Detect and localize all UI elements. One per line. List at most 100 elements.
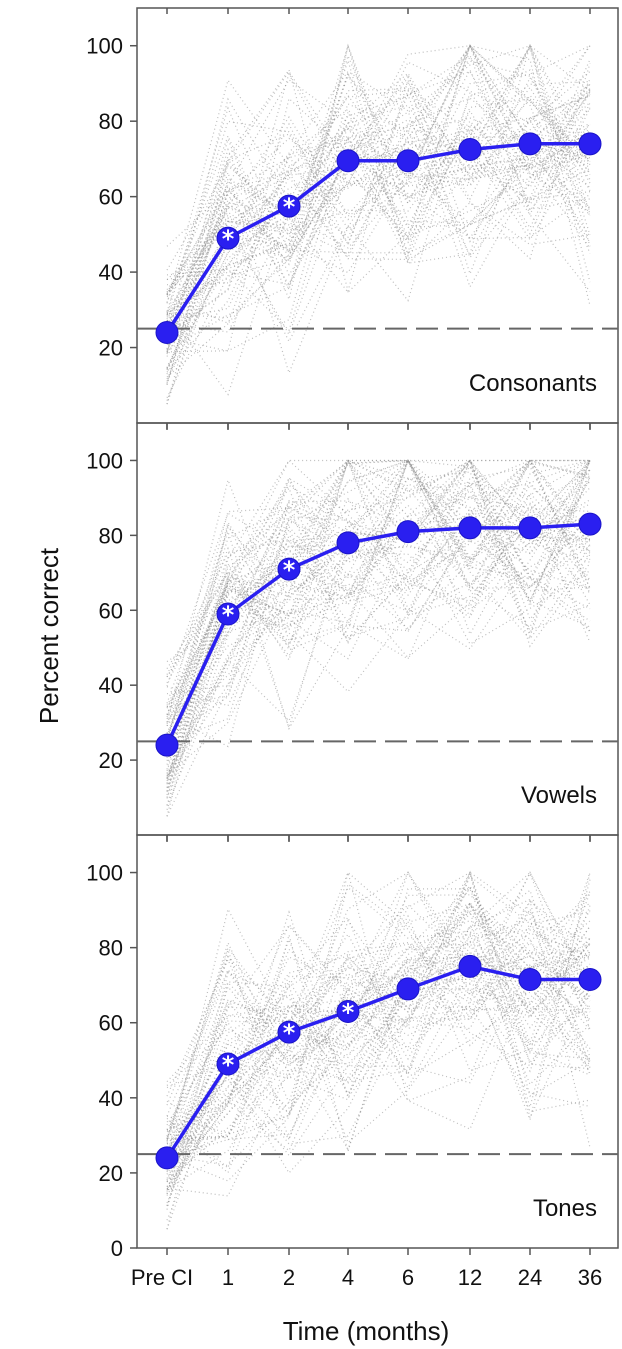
panel-label: Tones xyxy=(533,1195,597,1222)
data-point xyxy=(336,149,360,173)
y-tick-label: 20 xyxy=(99,748,123,773)
panel-frame xyxy=(136,834,619,1249)
individual-trace xyxy=(166,879,591,1196)
individual-trace xyxy=(166,892,591,1159)
individual-trace xyxy=(166,870,591,1166)
individual-trace xyxy=(166,902,591,1188)
data-point xyxy=(155,1146,179,1170)
y-tick-label: 60 xyxy=(99,598,123,623)
individual-trace xyxy=(166,899,591,1155)
individual-trace xyxy=(166,78,591,354)
individual-trace xyxy=(166,78,591,296)
data-point xyxy=(216,602,240,626)
individual-trace xyxy=(166,83,591,345)
individual-trace xyxy=(166,73,591,314)
individual-trace xyxy=(166,125,591,292)
individual-trace xyxy=(166,482,591,789)
individual-trace xyxy=(166,459,591,670)
individual-trace xyxy=(166,902,591,1156)
panel-label: Vowels xyxy=(521,782,597,809)
individual-trace xyxy=(166,513,591,723)
y-tick-label: 40 xyxy=(99,1086,123,1111)
individual-trace xyxy=(166,44,591,247)
individual-trace xyxy=(166,460,591,707)
data-point xyxy=(458,954,482,978)
individual-trace xyxy=(166,871,591,1167)
x-tick-label: 24 xyxy=(518,1265,542,1290)
individual-trace xyxy=(166,44,591,370)
individual-trace xyxy=(166,910,591,1137)
y-tick-label: 60 xyxy=(99,1011,123,1036)
individual-trace xyxy=(166,460,591,736)
individual-trace xyxy=(166,887,591,1154)
individual-trace xyxy=(166,907,591,1197)
y-tick-label: 40 xyxy=(99,260,123,285)
individual-trace xyxy=(166,870,591,1089)
individual-trace xyxy=(166,503,591,765)
individual-trace xyxy=(166,43,591,276)
individual-trace xyxy=(166,459,591,796)
individual-trace xyxy=(166,502,591,778)
individual-trace xyxy=(166,541,591,745)
individual-trace xyxy=(166,459,591,720)
individual-trace xyxy=(166,545,591,744)
individual-trace xyxy=(166,97,591,352)
individual-trace xyxy=(166,459,591,730)
individual-trace xyxy=(166,44,591,315)
individual-trace xyxy=(166,462,591,756)
individual-trace xyxy=(166,920,591,1106)
individual-trace xyxy=(166,88,591,319)
individual-trace xyxy=(166,872,591,1207)
individual-trace xyxy=(166,916,591,1139)
panel-tones: 0 20 40 60 80 100 * * * Tones xyxy=(86,834,619,1261)
individual-trace xyxy=(166,459,591,730)
individual-traces xyxy=(166,458,591,817)
individual-trace xyxy=(166,459,591,738)
individual-trace xyxy=(166,46,591,342)
individual-trace xyxy=(166,459,591,759)
individual-trace xyxy=(166,871,591,1173)
x-tick-label: 36 xyxy=(578,1265,602,1290)
individual-trace xyxy=(166,44,591,333)
individual-trace xyxy=(166,45,591,304)
y-tick-label: 80 xyxy=(99,523,123,548)
individual-trace xyxy=(166,43,591,355)
individual-trace xyxy=(166,44,591,336)
individual-trace xyxy=(166,70,591,318)
significance-asterisk: * xyxy=(342,998,355,1026)
individual-trace xyxy=(166,44,591,322)
y-tick-label: 100 xyxy=(86,34,123,59)
x-tick-label: 2 xyxy=(283,1265,295,1290)
individual-trace xyxy=(166,459,591,743)
significance-asterisk: * xyxy=(222,1051,235,1079)
individual-trace xyxy=(166,459,591,739)
individual-trace xyxy=(166,54,591,396)
significance-asterisk: * xyxy=(283,193,296,221)
individual-trace xyxy=(166,45,591,337)
individual-trace xyxy=(166,910,591,1171)
data-point xyxy=(155,733,179,757)
individual-trace xyxy=(166,886,591,1130)
y-axis-title: Percent correct xyxy=(34,547,64,724)
individual-trace xyxy=(166,508,591,785)
panel-vowels: 20 40 60 80 100 * * Vowels xyxy=(86,422,619,842)
individual-trace xyxy=(166,871,591,1083)
individual-trace xyxy=(166,910,591,1187)
individual-trace xyxy=(166,476,591,706)
y-tick-label: 80 xyxy=(99,936,123,961)
individual-trace xyxy=(166,903,591,1141)
individual-trace xyxy=(166,925,591,1194)
individual-trace xyxy=(166,459,591,777)
individual-trace xyxy=(166,932,591,1142)
data-point xyxy=(578,512,602,536)
individual-trace xyxy=(166,128,591,375)
individual-trace xyxy=(166,531,591,810)
individual-trace xyxy=(166,508,591,741)
individual-trace xyxy=(166,512,591,724)
data-point xyxy=(396,149,420,173)
individual-trace xyxy=(166,153,591,399)
individual-trace xyxy=(166,987,591,1179)
individual-trace xyxy=(166,924,591,1195)
individual-trace xyxy=(166,929,591,1167)
individual-trace xyxy=(166,459,591,779)
